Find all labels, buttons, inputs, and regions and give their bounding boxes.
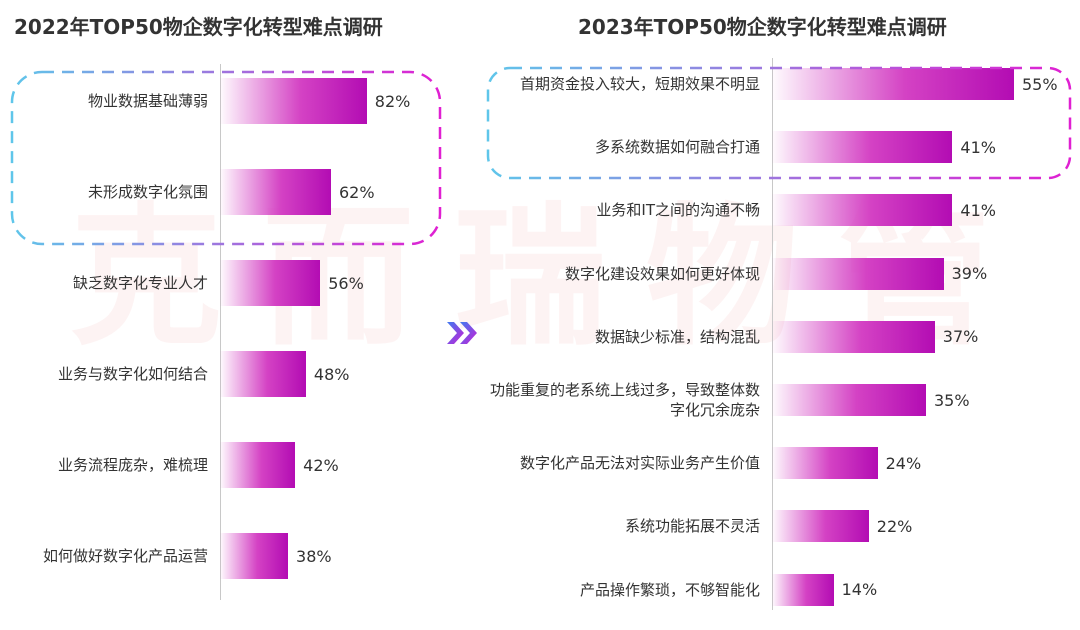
category-label: 如何做好数字化产品运营 — [42, 547, 208, 565]
value-label: 39% — [951, 264, 988, 284]
chart-title-2023: 2023年TOP50物企数字化转型难点调研 — [578, 15, 947, 39]
chart-title-2022: 2022年TOP50物企数字化转型难点调研 — [14, 15, 383, 39]
bar — [772, 447, 878, 480]
value-label: 55% — [1022, 74, 1058, 94]
value-label: 62% — [338, 182, 375, 202]
category-label: 业务与数字化如何结合 — [57, 365, 208, 383]
value-label: 41% — [960, 200, 996, 220]
bar — [772, 131, 953, 164]
bar — [220, 78, 367, 124]
category-label: 业务流程庞杂，难梳理 — [57, 456, 208, 474]
category-label: 缺乏数字化专业人才 — [72, 274, 208, 292]
highlight-box-2022 — [10, 70, 442, 246]
category-label: 系统功能拓展不灵活 — [624, 517, 760, 536]
value-label: 37% — [942, 327, 979, 347]
value-label: 56% — [328, 273, 364, 293]
category-label: 多系统数据如何融合打通 — [594, 138, 760, 157]
bar — [220, 260, 321, 306]
category-label: 物业数据基础薄弱 — [87, 92, 208, 110]
category-label: 产品操作繁琐，不够智能化 — [579, 580, 760, 599]
bar — [220, 351, 306, 397]
category-label: 功能重复的老系统上线过多，导致整体数字化冗余庞杂 — [490, 381, 761, 419]
double-chevron-right-icon — [447, 322, 477, 344]
bar — [220, 442, 296, 488]
category-label: 业务和IT之间的沟通不畅 — [596, 201, 760, 220]
category-label: 数字化产品无法对实际业务产生价值 — [519, 454, 760, 473]
value-label: 48% — [313, 364, 350, 384]
value-label: 35% — [934, 390, 970, 410]
bar — [772, 510, 869, 543]
bar — [772, 68, 1014, 100]
value-label: 82% — [374, 91, 411, 111]
category-label: 首期资金投入较大，短期效果不明显 — [519, 75, 760, 93]
value-label: 38% — [296, 546, 332, 566]
category-label: 未形成数字化氛围 — [87, 183, 208, 201]
value-label: 42% — [303, 455, 339, 475]
highlight-box-2023 — [486, 66, 1072, 180]
bar — [772, 320, 935, 353]
axis-line — [220, 64, 221, 600]
value-label: 24% — [885, 453, 922, 473]
value-label: 22% — [876, 516, 913, 536]
bar — [220, 169, 331, 215]
category-label: 数据缺少标准，结构混乱 — [594, 327, 760, 346]
bar — [772, 257, 944, 290]
bar — [772, 384, 926, 416]
bar — [772, 194, 953, 227]
category-label: 数字化建设效果如何更好体现 — [564, 264, 760, 283]
value-label: 14% — [841, 580, 878, 600]
bar — [220, 533, 289, 579]
bar — [772, 573, 834, 606]
value-label: 41% — [960, 137, 996, 157]
